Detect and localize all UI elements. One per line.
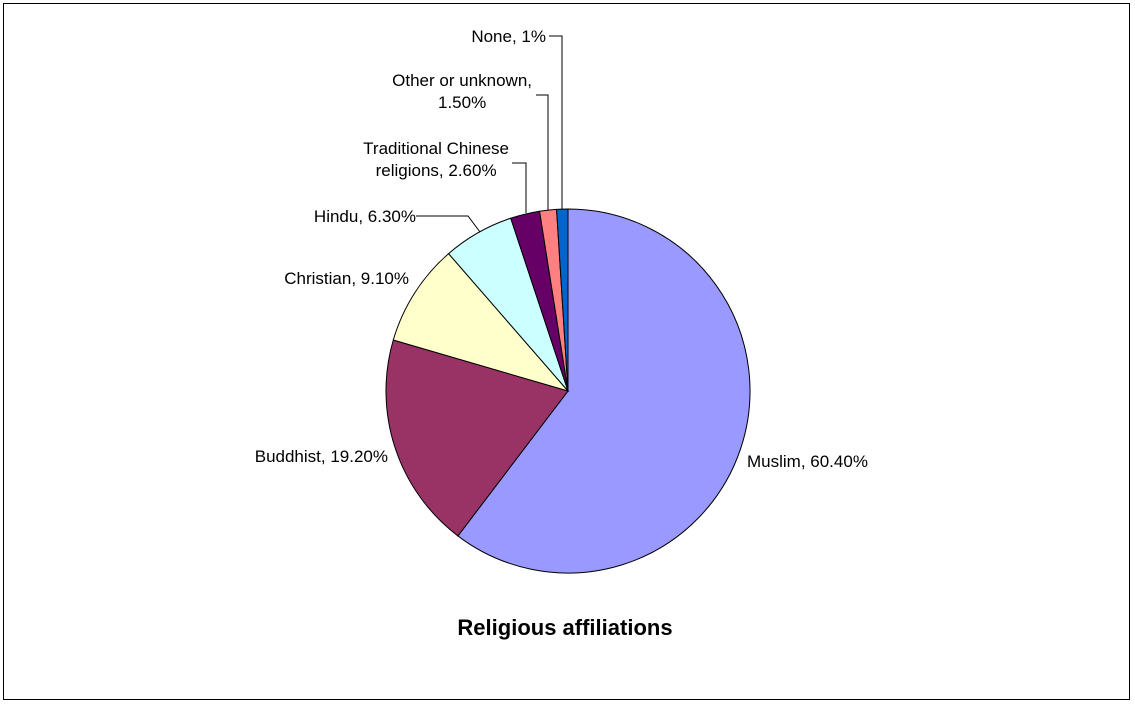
data-label-other-or-unknown: Other or unknown, 1.50% [392,71,532,112]
data-label-none: None, 1% [471,27,546,46]
pie-slice-none [556,208,569,392]
data-label-buddhist: Buddhist, 19.20% [255,447,388,466]
data-label-traditional-chinese-religions: Traditional Chinese religions, 2.60% [363,139,509,180]
leader-line-none [549,35,563,209]
leader-line-hindu [416,215,481,233]
pie-slice-muslim [457,208,751,574]
leader-line-traditional-chinese-religions [512,162,527,213]
chart-title: Religious affiliations [457,615,672,640]
data-label-hindu: Hindu, 6.30% [314,207,416,226]
leader-line-other-or-unknown [536,94,549,210]
pie-slice-christian [392,252,570,392]
pie-slice-buddhist [385,339,569,537]
data-label-muslim: Muslim, 60.40% [747,452,868,471]
data-label-christian: Christian, 9.10% [284,269,409,288]
